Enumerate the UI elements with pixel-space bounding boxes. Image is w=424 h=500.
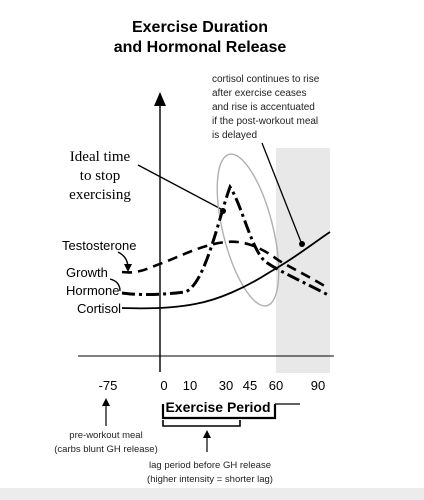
lag-line-2: (higher intensity = shorter lag): [147, 474, 273, 485]
ideal-stop-arrow: [137, 164, 222, 210]
preworkout-line-2: (carbs blunt GH release): [54, 444, 157, 455]
growth-hormone-label-1: Growth: [66, 265, 108, 280]
x-tick-label: -75: [99, 378, 118, 393]
cortisol-note-line: cortisol continues to rise: [212, 74, 320, 85]
preworkout-line-1: pre-workout meal: [69, 430, 142, 441]
x-tick-label: 10: [183, 378, 197, 393]
y-axis-arrowhead: [154, 92, 166, 106]
exercise-period-bracket: [161, 404, 277, 420]
ideal-stop-line: Ideal time: [70, 149, 131, 165]
lag-line-1: lag period before GH release: [149, 460, 271, 471]
cortisol-label: Cortisol: [77, 301, 121, 316]
x-tick-label: 90: [311, 378, 325, 393]
growth-hormone-pointer: [109, 278, 121, 292]
gh-peak-ellipse: [216, 153, 280, 307]
cortisol-note-line: after exercise ceases: [212, 88, 307, 99]
testosterone-label: Testosterone: [62, 238, 136, 253]
ideal-stop-line: to stop: [80, 168, 120, 184]
ideal-stop-label: Ideal time to stop exercising: [69, 149, 131, 203]
title-line-2: and Hormonal Release: [114, 39, 287, 56]
cortisol-note-line: if the post-workout meal: [212, 116, 318, 127]
x-tick-label: 60: [269, 378, 283, 393]
cortisol-curve: [121, 231, 331, 310]
bottom-strip: [0, 488, 424, 500]
growth-hormone-curve: [121, 183, 331, 298]
x-tick-label: 30: [219, 378, 233, 393]
lag-bracket: [162, 420, 241, 427]
cortisol-note-line: and rise is accentuated: [212, 102, 315, 113]
title-line-1: Exercise Duration: [132, 19, 268, 36]
exercise-period-label: Exercise Period: [165, 399, 270, 415]
x-tick-label: 0: [160, 378, 167, 393]
preworkout-arrowhead: [102, 398, 110, 406]
cortisol-note: cortisol continues to rise after exercis…: [212, 74, 320, 141]
x-tick-label: 45: [243, 378, 257, 393]
post-workout-shade: [276, 148, 330, 373]
lag-arrowhead: [203, 430, 211, 438]
testosterone-curve: [121, 240, 329, 290]
growth-hormone-label-2: Hormone: [66, 283, 119, 298]
cortisol-note-line: is delayed: [212, 130, 257, 141]
testosterone-pointer-head: [124, 264, 132, 272]
cortisol-note-dot: [299, 241, 305, 247]
ideal-stop-line: exercising: [69, 187, 131, 203]
cortisol-note-arrow: [261, 142, 302, 243]
